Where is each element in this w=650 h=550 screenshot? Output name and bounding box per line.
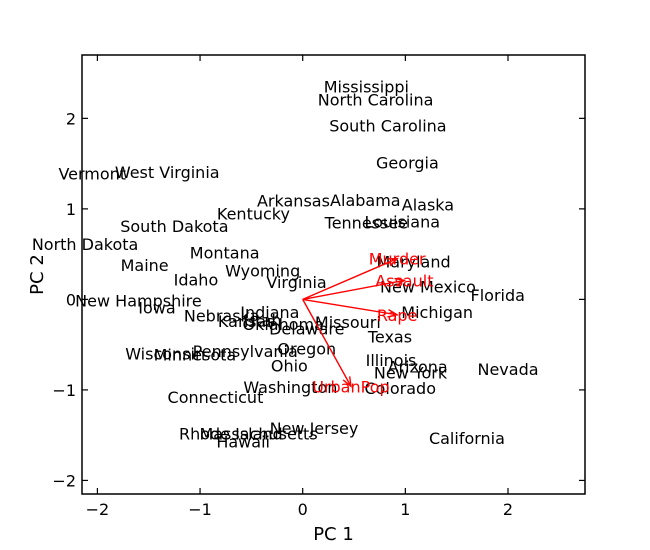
state-label: New Jersey <box>270 419 359 438</box>
state-label: Kansas <box>218 312 275 331</box>
state-label: North Carolina <box>318 90 434 109</box>
state-label: Arizona <box>388 357 448 376</box>
loading-arrow <box>302 299 352 387</box>
x-tick-label: −2 <box>86 500 110 519</box>
state-label: Oklahoma <box>242 315 323 334</box>
loading-arrowhead <box>394 277 407 287</box>
state-label: Indiana <box>240 303 299 322</box>
state-label: New Hampshire <box>75 291 202 310</box>
x-tick-label: 0 <box>298 500 308 519</box>
state-label: Vermont <box>58 165 126 184</box>
state-label: Illinois <box>366 351 417 370</box>
state-label: California <box>429 429 505 448</box>
loading-arrow <box>302 298 398 316</box>
state-label: Texas <box>367 328 412 347</box>
state-label: Massachusetts <box>199 424 317 443</box>
state-label: North Dakota <box>32 235 139 254</box>
y-tick-label: 1 <box>66 200 76 219</box>
plot-area-frame <box>81 54 586 495</box>
state-label: Hawaii <box>216 433 270 452</box>
state-label: New York <box>374 364 448 383</box>
state-label: Louisiana <box>365 213 441 232</box>
state-label: South Dakota <box>120 217 228 236</box>
state-label: Montana <box>190 243 260 262</box>
loading-arrow <box>302 258 398 301</box>
state-label: Maryland <box>376 252 450 271</box>
x-axis-label: PC 1 <box>313 524 354 545</box>
state-label: Florida <box>471 286 525 305</box>
state-label: Pennsylvania <box>193 342 298 361</box>
state-label: Washington <box>243 378 337 397</box>
loading-arrowhead <box>387 257 399 267</box>
state-label: Tennessee <box>324 213 408 232</box>
state-label: Ohio <box>271 356 308 375</box>
loading-vectors: Murder Assault Rape UrbanPop <box>302 250 433 396</box>
loading-label: Murder <box>369 250 426 269</box>
state-label: Delaware <box>269 319 344 338</box>
state-label: Oregon <box>277 339 336 358</box>
loading-arrowhead <box>342 376 352 388</box>
loading-label: UrbanPop <box>312 377 389 396</box>
state-label: Kentucky <box>217 204 290 223</box>
y-tick-label: −1 <box>52 381 76 400</box>
state-label: Maine <box>121 256 169 275</box>
state-label: South Carolina <box>329 117 446 136</box>
state-label: Wisconsin <box>125 345 205 364</box>
x-tick-label: 2 <box>503 500 513 519</box>
state-label: Colorado <box>364 379 436 398</box>
state-label: Utah <box>244 311 282 330</box>
state-label: Iowa <box>138 299 175 318</box>
state-label: Arkansas <box>257 192 330 211</box>
state-label: Virginia <box>266 273 326 292</box>
state-label: Michigan <box>401 303 473 322</box>
state-label: Connecticut <box>168 388 264 407</box>
y-tick-label: 2 <box>66 109 76 128</box>
loading-arrowhead <box>387 309 400 318</box>
state-label: Rhode Island <box>179 424 283 443</box>
state-label: Missouri <box>315 313 381 332</box>
loading-label: Rape <box>377 306 418 325</box>
y-axis-label: PC 2 <box>27 254 48 295</box>
x-tick-label: −1 <box>188 500 212 519</box>
state-label: Idaho <box>174 270 219 289</box>
y-tick-label: 0 <box>66 290 76 309</box>
loading-label: Assault <box>375 271 433 290</box>
state-label: West Virginia <box>115 163 220 182</box>
state-label: Alaska <box>402 195 454 214</box>
state-label: Georgia <box>376 154 439 173</box>
state-label: Alabama <box>330 191 401 210</box>
state-label: Wyoming <box>225 261 300 280</box>
x-tick-label: 1 <box>400 500 410 519</box>
loading-arrow <box>302 279 405 301</box>
state-label: Mississippi <box>324 78 409 97</box>
state-label: Nevada <box>477 360 538 379</box>
axis-ticks: −2 −1 0 1 2 −2 −1 0 1 2 <box>52 55 585 519</box>
state-label: Nebraska <box>184 307 259 326</box>
state-label: New Mexico <box>380 278 476 297</box>
y-tick-label: −2 <box>52 471 76 490</box>
state-label: Minnesota <box>154 346 237 365</box>
